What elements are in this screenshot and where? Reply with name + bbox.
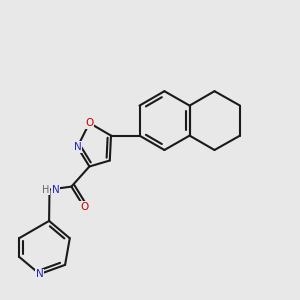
Text: N: N (36, 269, 43, 279)
Text: H: H (42, 184, 50, 195)
Text: N: N (52, 184, 59, 195)
Text: N: N (74, 142, 81, 152)
Text: O: O (85, 118, 94, 128)
Text: O: O (80, 202, 88, 212)
